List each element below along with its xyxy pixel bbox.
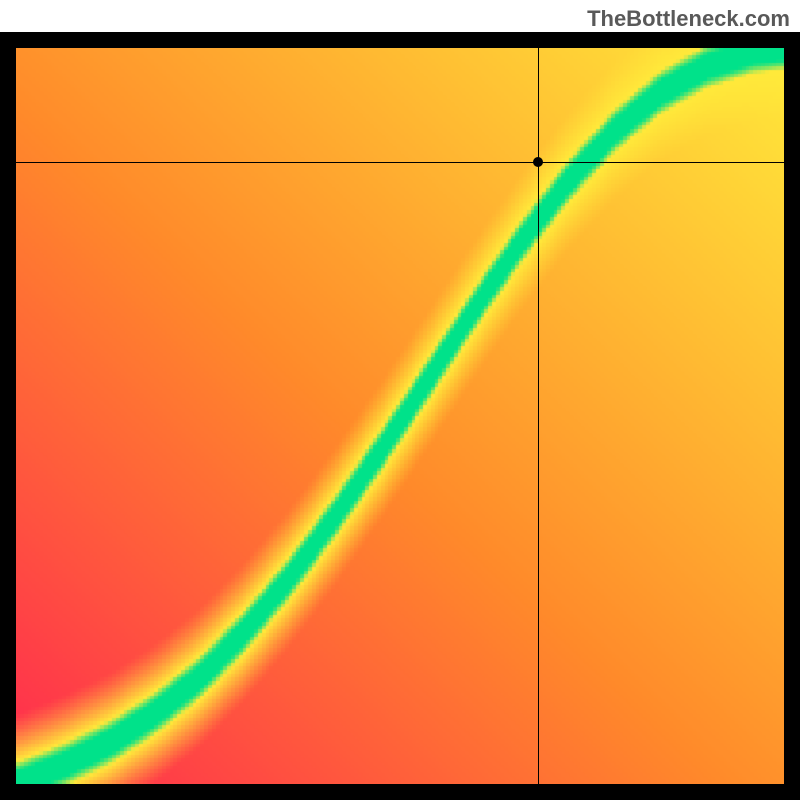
page-container: TheBottleneck.com xyxy=(0,0,800,800)
watermark-text: TheBottleneck.com xyxy=(587,6,790,32)
heatmap-canvas xyxy=(16,48,784,784)
crosshair-horizontal xyxy=(16,162,784,163)
heatmap-plot xyxy=(0,32,800,800)
